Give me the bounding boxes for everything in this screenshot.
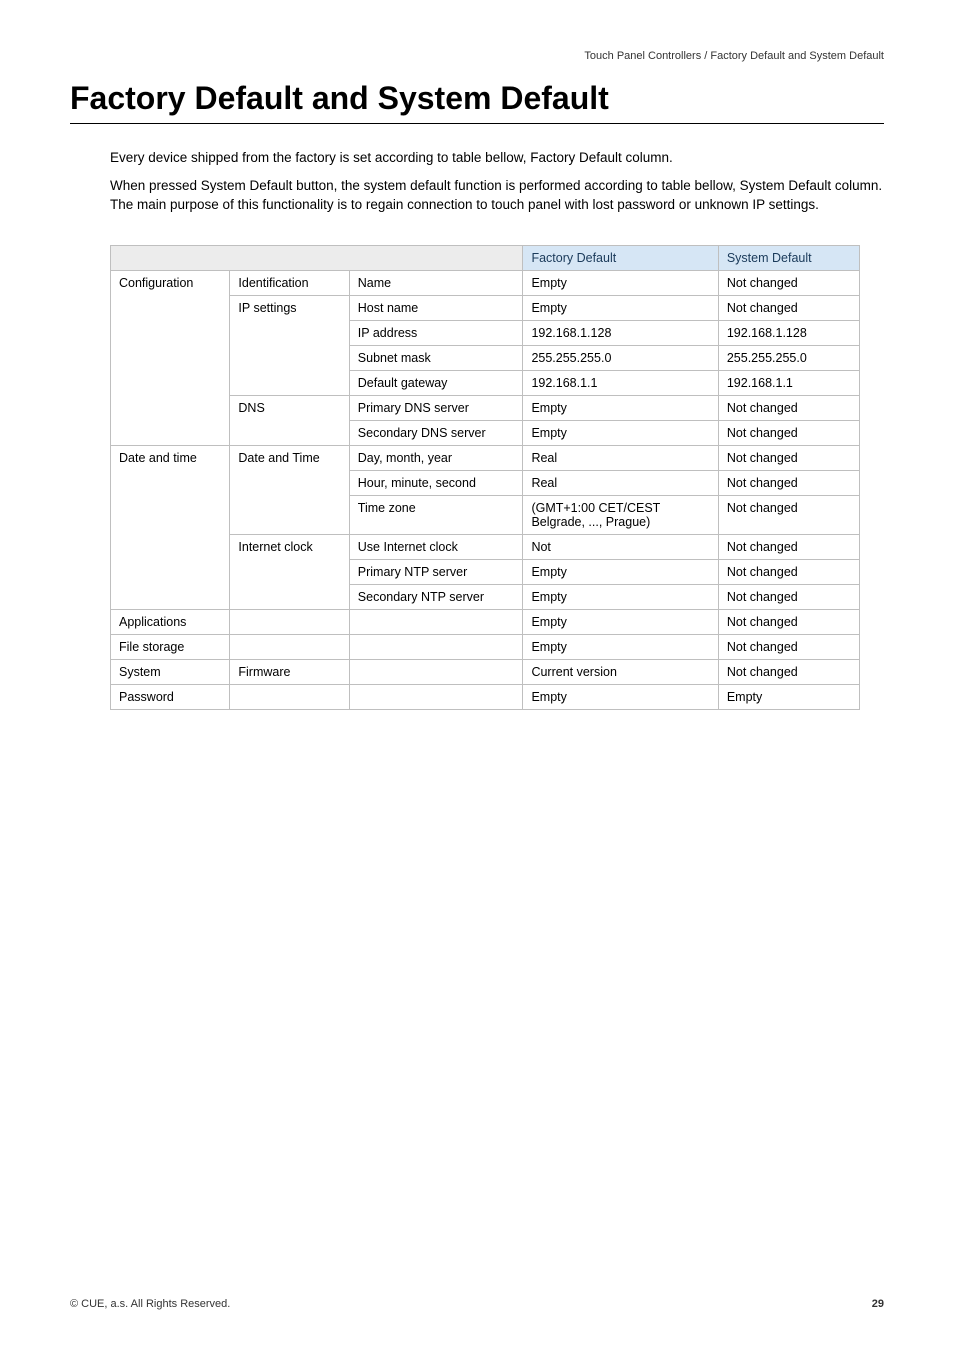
- intro-paragraph-1: Every device shipped from the factory is…: [110, 148, 884, 168]
- table-cell: Not changed: [718, 495, 859, 534]
- table-cell: Empty: [523, 420, 718, 445]
- table-cell: Not changed: [718, 584, 859, 609]
- table-row: SystemFirmware Current versionNot changed: [111, 659, 860, 684]
- table-cell: Not changed: [718, 295, 859, 320]
- table-cell: [230, 634, 349, 659]
- table-cell: Empty: [523, 634, 718, 659]
- table-cell: System: [111, 659, 230, 684]
- table-row: ConfigurationIdentificationNameEmptyNot …: [111, 270, 860, 295]
- table-cell: Empty: [523, 270, 718, 295]
- table-cell: 192.168.1.1: [523, 370, 718, 395]
- table-cell: Host name: [349, 295, 523, 320]
- table-row: File storage EmptyNot changed: [111, 634, 860, 659]
- table-cell: Password: [111, 684, 230, 709]
- table-row: Date and timeDate and TimeDay, month, ye…: [111, 445, 860, 470]
- table-cell: Subnet mask: [349, 345, 523, 370]
- table-row: Password EmptyEmpty: [111, 684, 860, 709]
- table-cell: Secondary NTP server: [349, 584, 523, 609]
- table-cell: Firmware: [230, 659, 349, 684]
- table-cell: 192.168.1.128: [718, 320, 859, 345]
- table-cell: [349, 634, 523, 659]
- table-cell: [349, 684, 523, 709]
- table-cell: File storage: [111, 634, 230, 659]
- table-cell: Not changed: [718, 395, 859, 420]
- table-header-factory: Factory Default: [523, 245, 718, 270]
- table-cell: Not changed: [718, 659, 859, 684]
- table-cell: 255.255.255.0: [718, 345, 859, 370]
- footer-page-number: 29: [872, 1298, 884, 1310]
- table-cell: [349, 609, 523, 634]
- table-cell: [230, 684, 349, 709]
- table-cell: [230, 609, 349, 634]
- table-cell: Empty: [523, 395, 718, 420]
- table-cell: Empty: [523, 684, 718, 709]
- table-cell: Internet clock: [230, 534, 349, 609]
- table-cell: Default gateway: [349, 370, 523, 395]
- table-header-system: System Default: [718, 245, 859, 270]
- table-cell: 255.255.255.0: [523, 345, 718, 370]
- table-header-row: Factory Default System Default: [111, 245, 860, 270]
- table-cell: Identification: [230, 270, 349, 295]
- table-cell: IP settings: [230, 295, 349, 395]
- table-cell: Configuration: [111, 270, 230, 445]
- table-header-blank: [111, 245, 523, 270]
- table-cell: Empty: [523, 559, 718, 584]
- defaults-table: Factory Default System Default Configura…: [110, 245, 860, 710]
- table-cell: [349, 659, 523, 684]
- table-cell: Empty: [718, 684, 859, 709]
- page-footer: © CUE, a.s. All Rights Reserved. 29: [70, 1298, 884, 1310]
- table-cell: Use Internet clock: [349, 534, 523, 559]
- table-cell: DNS: [230, 395, 349, 445]
- table-cell: Day, month, year: [349, 445, 523, 470]
- table-cell: IP address: [349, 320, 523, 345]
- table-cell: Not changed: [718, 420, 859, 445]
- table-row: Applications EmptyNot changed: [111, 609, 860, 634]
- footer-copyright: © CUE, a.s. All Rights Reserved.: [70, 1298, 230, 1310]
- page-title: Factory Default and System Default: [70, 80, 884, 117]
- table-cell: (GMT+1:00 CET/CEST Belgrade, ..., Prague…: [523, 495, 718, 534]
- breadcrumb: Touch Panel Controllers / Factory Defaul…: [70, 50, 884, 62]
- table-cell: Not changed: [718, 609, 859, 634]
- table-cell: Not changed: [718, 470, 859, 495]
- table-cell: Date and time: [111, 445, 230, 609]
- table-cell: 192.168.1.128: [523, 320, 718, 345]
- table-cell: Real: [523, 445, 718, 470]
- table-cell: Not changed: [718, 559, 859, 584]
- table-cell: Time zone: [349, 495, 523, 534]
- intro-paragraph-2: When pressed System Default button, the …: [110, 176, 884, 215]
- table-cell: Current version: [523, 659, 718, 684]
- title-rule: [70, 123, 884, 124]
- table-cell: Not changed: [718, 445, 859, 470]
- table-cell: Not: [523, 534, 718, 559]
- table-cell: Empty: [523, 584, 718, 609]
- intro-block: Every device shipped from the factory is…: [70, 148, 884, 223]
- table-cell: Date and Time: [230, 445, 349, 534]
- table-cell: Not changed: [718, 270, 859, 295]
- table-cell: Applications: [111, 609, 230, 634]
- table-cell: Empty: [523, 609, 718, 634]
- table-cell: Not changed: [718, 534, 859, 559]
- table-cell: Hour, minute, second: [349, 470, 523, 495]
- table-cell: Secondary DNS server: [349, 420, 523, 445]
- table-cell: Name: [349, 270, 523, 295]
- table-cell: Primary DNS server: [349, 395, 523, 420]
- table-cell: Empty: [523, 295, 718, 320]
- table-cell: Real: [523, 470, 718, 495]
- table-cell: Primary NTP server: [349, 559, 523, 584]
- table-cell: 192.168.1.1: [718, 370, 859, 395]
- table-cell: Not changed: [718, 634, 859, 659]
